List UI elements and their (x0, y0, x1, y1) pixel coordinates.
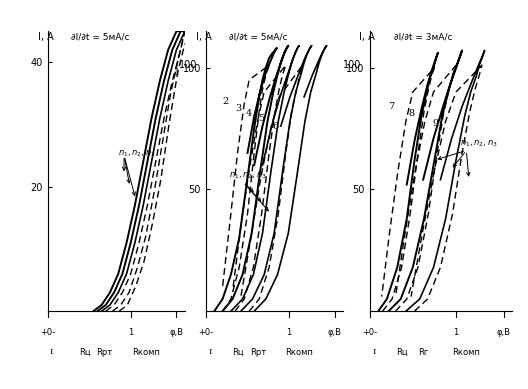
Text: I: I (50, 348, 53, 356)
Text: +0-: +0- (199, 328, 213, 337)
Text: φ,B: φ,B (169, 328, 183, 337)
Text: Rкомп: Rкомп (452, 348, 480, 357)
Text: 9: 9 (432, 119, 439, 128)
Text: 6: 6 (272, 121, 279, 131)
Text: Rц: Rц (232, 348, 243, 357)
Text: Rц: Rц (79, 348, 91, 357)
Text: ∂I/∂t = 5мA/c: ∂I/∂t = 5мA/c (71, 33, 129, 42)
Text: 1: 1 (287, 328, 292, 337)
Text: Rрт: Rрт (250, 348, 267, 357)
Text: ∂I/∂t = 3мA/c: ∂I/∂t = 3мA/c (394, 33, 452, 42)
Text: Rрт: Rрт (96, 348, 112, 357)
Text: I: I (209, 348, 212, 356)
Text: 4: 4 (246, 109, 252, 118)
Text: 8: 8 (409, 109, 414, 118)
Text: 5: 5 (258, 114, 265, 123)
Text: 2: 2 (223, 97, 229, 106)
Text: I, A: I, A (359, 32, 375, 42)
Text: φ,B: φ,B (328, 328, 342, 337)
Text: 1: 1 (174, 68, 180, 77)
Text: I: I (372, 348, 375, 356)
Text: 100: 100 (343, 60, 361, 70)
Text: Rг: Rг (418, 348, 428, 357)
Text: Rкомп: Rкомп (285, 348, 313, 357)
Text: I, A: I, A (37, 32, 53, 42)
Text: 1: 1 (454, 328, 459, 337)
Text: φ,B: φ,B (496, 328, 511, 337)
Text: $n_1,n_2,n_3$: $n_1,n_2,n_3$ (118, 149, 156, 159)
Text: $n_1,n_2,n_3$: $n_1,n_2,n_3$ (229, 170, 267, 181)
Text: Rкомп: Rкомп (132, 348, 159, 357)
Text: ∂I/∂t = 5мA/c: ∂I/∂t = 5мA/c (229, 33, 288, 42)
Text: 3: 3 (235, 105, 241, 114)
Text: I, A: I, A (196, 32, 212, 42)
Text: Rц: Rц (397, 348, 408, 357)
Text: $n_1,n_2,n_3$: $n_1,n_2,n_3$ (460, 138, 498, 149)
Text: +0-: +0- (362, 328, 377, 337)
Text: 7: 7 (389, 102, 395, 111)
Text: 1: 1 (128, 328, 134, 337)
Text: +0-: +0- (40, 328, 55, 337)
Text: 100: 100 (179, 60, 197, 70)
